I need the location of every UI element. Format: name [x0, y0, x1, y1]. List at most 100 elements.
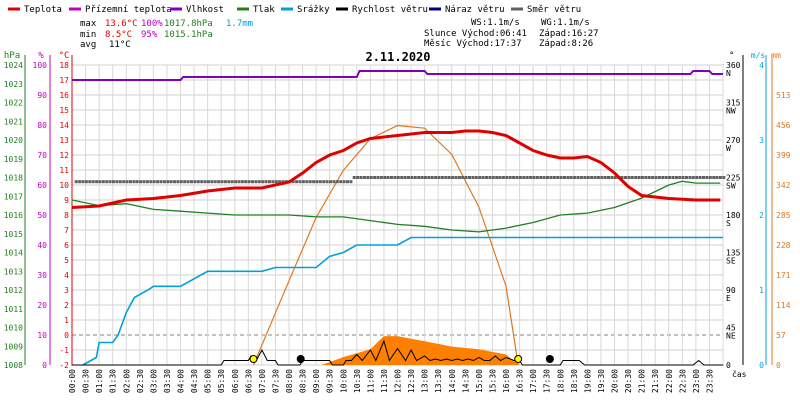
wind-direction-point: [712, 176, 716, 179]
wind-direction-point: [122, 180, 126, 184]
moonrise-marker: [545, 355, 554, 363]
x-tick-label: 01:00: [95, 369, 104, 393]
wind-direction-point: [322, 180, 326, 184]
wind-direction-point: [257, 180, 261, 184]
wind-direction-point: [74, 180, 78, 184]
wind-direction-point: [627, 176, 631, 179]
wind-direction-point: [217, 180, 221, 184]
wind-direction-point: [240, 180, 244, 184]
wind-direction-point: [607, 176, 610, 179]
info-wg: WG:1.1m/s: [541, 18, 590, 28]
x-tick-label: 12:00: [394, 369, 403, 393]
c-tick-label: 12: [59, 151, 69, 160]
wind-direction-point: [613, 176, 617, 179]
x-tick-label: 07:30: [271, 369, 280, 393]
wind-direction-point: [349, 180, 353, 184]
legend-label: Rychlost větru: [352, 5, 428, 15]
pct-axis-label: %: [38, 51, 44, 61]
wind-direction-point: [556, 176, 560, 179]
pct-tick-label: 10: [37, 331, 47, 340]
x-tick-label: 05:30: [217, 369, 226, 393]
wind-direction-point: [457, 176, 461, 179]
wind-direction-point: [325, 180, 329, 184]
wind-direction-point: [485, 176, 488, 179]
stat-min-hum: 95%: [141, 30, 158, 40]
wind-direction-point: [81, 180, 85, 184]
x-tick-label: 13:00: [421, 369, 430, 393]
wind-direction-point: [362, 176, 366, 179]
wind-direction-point: [427, 176, 431, 179]
wind-direction-point: [190, 180, 193, 184]
pct-tick-label: 70: [37, 151, 47, 160]
wind-direction-point: [464, 176, 468, 179]
hpa-tick-label: 1015: [4, 230, 23, 239]
deg-direction-label: SE: [726, 257, 736, 266]
deg-direction-label: NW: [726, 107, 736, 116]
hpa-tick-label: 1023: [4, 80, 23, 89]
c-tick-label: 9: [64, 196, 69, 205]
wind-direction-point: [654, 176, 658, 179]
wind-direction-point: [586, 176, 590, 179]
left-axes: hPa% °C1024102310221021102010191018101710…: [4, 51, 73, 370]
c-tick-label: 17: [59, 76, 69, 85]
x-tick-label: 20:00: [611, 369, 620, 393]
deg-tick-label: 90: [726, 286, 736, 295]
wind-direction-point: [471, 176, 475, 179]
wind-direction-point: [88, 180, 92, 184]
wind-direction-point: [298, 180, 302, 184]
wind-direction-point: [342, 180, 346, 184]
c-tick-label: 18: [59, 61, 69, 70]
wind-direction-point: [505, 176, 509, 179]
hpa-tick-label: 1011: [4, 305, 23, 314]
wind-direction-point: [169, 180, 173, 184]
wind-direction-point: [423, 176, 427, 179]
x-tick-label: 17:00: [529, 369, 538, 393]
x-tick-label: 20:30: [624, 369, 633, 393]
mm-tick-label: 513: [776, 91, 791, 100]
wind-direction-point: [305, 180, 309, 184]
x-tick-label: 19:30: [597, 369, 606, 393]
wind-direction-point: [203, 180, 207, 184]
wind-direction-point: [576, 176, 580, 179]
wind-direction-point: [251, 180, 254, 184]
sunrise-marker: [249, 355, 258, 363]
deg-tick-label: 270: [726, 136, 741, 145]
wind-direction-point: [271, 180, 275, 184]
ms-tick-label: 0: [759, 361, 764, 370]
x-tick-label: 05:00: [204, 369, 213, 393]
mm-tick-label: 171: [776, 271, 791, 280]
ms-axis-label: m/s: [751, 51, 766, 60]
wind-direction-point: [685, 176, 688, 179]
wind-direction-point: [101, 180, 105, 184]
wind-direction-point: [162, 180, 166, 184]
wind-direction-point: [206, 180, 210, 184]
c-tick-label: 15: [59, 106, 69, 115]
wind-direction-point: [176, 180, 180, 184]
wind-direction-point: [508, 176, 512, 179]
wind-direction-point: [579, 176, 583, 179]
c-tick-label: 5: [64, 256, 69, 265]
wind-direction-point: [695, 176, 699, 179]
deg-direction-label: W: [726, 144, 731, 153]
wind-direction-point: [522, 176, 526, 179]
c-tick-label: 13: [59, 136, 69, 145]
x-tick-label: 23:30: [705, 369, 714, 393]
x-tick-label: 03:30: [163, 369, 172, 393]
wind-direction-point: [702, 176, 705, 179]
wind-direction-point: [451, 176, 455, 179]
wind-direction-point: [559, 176, 563, 179]
wind-direction-point: [291, 180, 295, 184]
wind-direction-point: [244, 180, 248, 184]
wind-direction-point: [183, 180, 187, 184]
wind-direction-point: [542, 176, 546, 179]
stat-min-press: 1015.1hPa: [164, 30, 213, 40]
x-tick-label: 16:30: [516, 369, 525, 393]
c-tick-label: -1: [59, 346, 69, 355]
wind-direction-point: [417, 176, 421, 179]
wind-direction-point: [671, 176, 675, 179]
wind-direction-point: [166, 180, 170, 184]
wind-direction-point: [91, 180, 95, 184]
deg-tick-label: 225: [726, 174, 741, 183]
wind-direction-point: [447, 176, 451, 179]
mm-tick-label: 228: [776, 241, 791, 250]
